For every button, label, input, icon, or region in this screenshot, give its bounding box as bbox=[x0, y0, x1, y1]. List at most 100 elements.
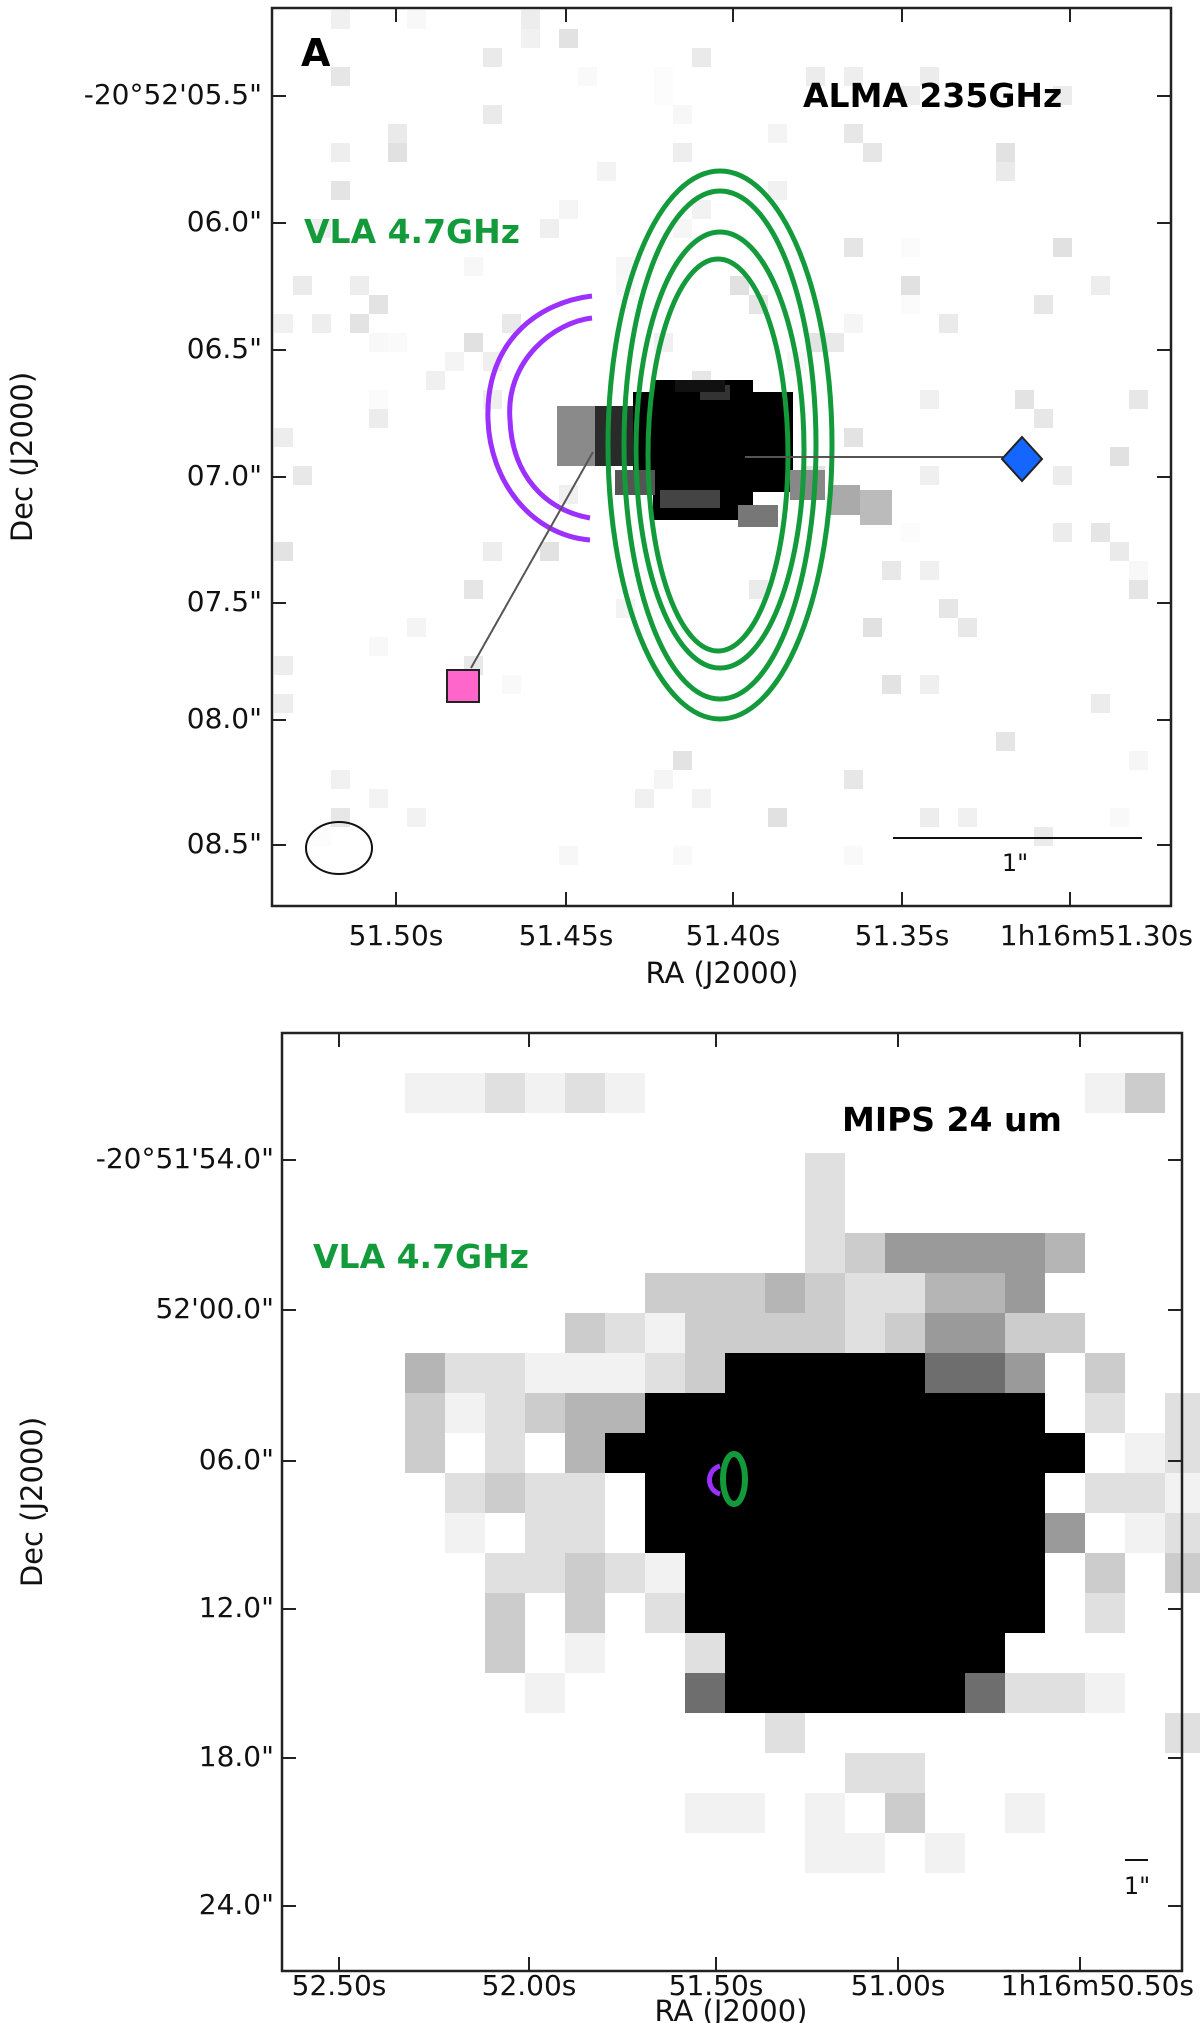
vla-contours bbox=[605, 168, 835, 722]
noise-pixel bbox=[844, 770, 863, 789]
mips-pixel bbox=[605, 1313, 645, 1353]
mips-pixel bbox=[845, 1753, 885, 1793]
mips-pixel bbox=[805, 1633, 845, 1673]
mips-pixel bbox=[965, 1233, 1005, 1273]
mips-pixel bbox=[765, 1473, 805, 1513]
x-tick: 51.00s bbox=[851, 1969, 946, 2002]
noise-pixel bbox=[464, 333, 483, 352]
y-tick: 12.0" bbox=[199, 1591, 274, 1624]
noise-pixel bbox=[274, 314, 293, 333]
noise-pixel bbox=[540, 542, 559, 561]
y-tick: 06.0" bbox=[199, 1443, 274, 1476]
mips-pixel bbox=[725, 1593, 765, 1633]
mips-pixel bbox=[885, 1273, 925, 1313]
mips-pixel bbox=[765, 1353, 805, 1393]
mips-pixel bbox=[725, 1393, 765, 1433]
mips-pixel bbox=[1045, 1433, 1085, 1473]
panel-b-frame bbox=[280, 1031, 1184, 1973]
mips-pixel bbox=[965, 1593, 1005, 1633]
mips-pixel bbox=[965, 1513, 1005, 1553]
noise-pixel bbox=[654, 770, 673, 789]
panel-a-letter: A bbox=[301, 31, 331, 75]
purple-contours bbox=[485, 293, 593, 543]
mips-pixel bbox=[1005, 1433, 1045, 1473]
noise-pixel bbox=[521, 10, 540, 29]
square-marker-line bbox=[470, 451, 594, 669]
mips-pixel bbox=[565, 1353, 605, 1393]
y-tick: 08.0" bbox=[187, 702, 262, 735]
noise-pixel bbox=[274, 694, 293, 713]
mips-pixel bbox=[1045, 1233, 1085, 1273]
mips-pixel bbox=[885, 1793, 925, 1833]
mips-pixel bbox=[685, 1553, 725, 1593]
noise-pixel bbox=[1053, 238, 1072, 257]
x-tick: 51.50s bbox=[349, 919, 444, 952]
mips-pixel bbox=[885, 1473, 925, 1513]
mips-pixel bbox=[645, 1353, 685, 1393]
noise-pixel bbox=[331, 10, 350, 29]
mips-pixel bbox=[725, 1793, 765, 1833]
noise-pixel bbox=[844, 314, 863, 333]
mips-pixel bbox=[805, 1473, 845, 1513]
noise-pixel bbox=[1034, 409, 1053, 428]
noise-pixel bbox=[483, 105, 502, 124]
mips-pixel bbox=[845, 1833, 885, 1873]
noise-pixel bbox=[597, 162, 616, 181]
mips-pixel bbox=[1085, 1593, 1125, 1633]
noise-pixel bbox=[768, 181, 787, 200]
mips-pixel bbox=[685, 1273, 725, 1313]
mips-pixel bbox=[605, 1073, 645, 1113]
x-tick: 1h16m50.50s bbox=[1001, 1969, 1194, 2002]
noise-pixel bbox=[635, 789, 654, 808]
mips-pixel bbox=[1045, 1313, 1085, 1353]
mips-pixel bbox=[805, 1193, 845, 1233]
mips-pixel bbox=[845, 1673, 885, 1713]
noise-pixel bbox=[483, 48, 502, 67]
noise-pixel bbox=[654, 86, 673, 105]
mips-pixel bbox=[885, 1513, 925, 1553]
noise-pixel bbox=[312, 219, 331, 238]
noise-pixel bbox=[920, 675, 939, 694]
noise-pixel bbox=[844, 124, 863, 143]
panel-b-xticks: 52.50s 52.00s 51.50s 1h16m50.50s 51.00s bbox=[292, 1969, 1194, 2002]
mips-pixel bbox=[1005, 1513, 1045, 1553]
mips-pixel bbox=[685, 1593, 725, 1633]
noise-pixel bbox=[388, 333, 407, 352]
panel-a-xticks: 51.50s 51.45s 51.40s 1h16m51.30s 51.35s bbox=[349, 919, 1193, 952]
mips-pixel bbox=[685, 1313, 725, 1353]
noise-pixel bbox=[369, 333, 388, 352]
noise-pixel bbox=[673, 143, 692, 162]
noise-pixel bbox=[407, 618, 426, 637]
mips-pixel bbox=[845, 1593, 885, 1633]
noise-pixel bbox=[1053, 86, 1072, 105]
mips-pixel bbox=[805, 1313, 845, 1353]
mips-pixel bbox=[1125, 1473, 1165, 1513]
mips-pixel bbox=[965, 1313, 1005, 1353]
mips-pixel bbox=[645, 1433, 685, 1473]
noise-pixel bbox=[350, 314, 369, 333]
noise-pixel bbox=[768, 124, 787, 143]
mips-pixel bbox=[1045, 1513, 1085, 1553]
mips-pixel bbox=[1005, 1353, 1045, 1393]
mips-pixel bbox=[1045, 1673, 1085, 1713]
mips-pixel bbox=[1085, 1073, 1125, 1113]
noise-pixel bbox=[901, 523, 920, 542]
noise-pixel bbox=[521, 29, 540, 48]
noise-pixel bbox=[369, 637, 388, 656]
noise-pixel bbox=[673, 751, 692, 770]
mips-pixel bbox=[1005, 1273, 1045, 1313]
mips-pixel bbox=[1005, 1593, 1045, 1633]
noise-pixel bbox=[844, 846, 863, 865]
mips-pixel bbox=[925, 1433, 965, 1473]
noise-pixel bbox=[331, 808, 350, 827]
mips-pixel bbox=[645, 1313, 685, 1353]
mips-pixel bbox=[885, 1633, 925, 1673]
noise-pixel bbox=[901, 86, 920, 105]
mips-pixel bbox=[845, 1393, 885, 1433]
mips-pixel bbox=[1085, 1673, 1125, 1713]
mips-pixel bbox=[525, 1673, 565, 1713]
mips-pixel bbox=[645, 1273, 685, 1313]
mips-pixel bbox=[565, 1633, 605, 1673]
mips-pixel bbox=[925, 1553, 965, 1593]
panel-b-overlay-label: VLA 4.7GHz bbox=[313, 1237, 529, 1276]
